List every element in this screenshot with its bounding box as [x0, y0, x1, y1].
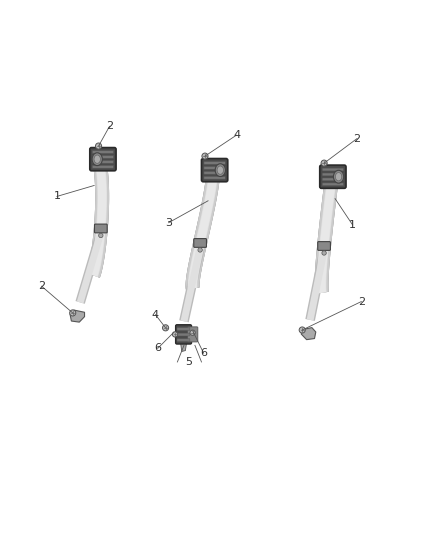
Circle shape	[198, 248, 202, 252]
Text: 6: 6	[154, 343, 161, 353]
Text: 6: 6	[200, 348, 207, 358]
FancyBboxPatch shape	[201, 158, 228, 182]
Text: 1: 1	[349, 220, 356, 230]
FancyBboxPatch shape	[177, 333, 190, 336]
FancyBboxPatch shape	[320, 165, 346, 188]
FancyBboxPatch shape	[194, 239, 206, 247]
FancyBboxPatch shape	[187, 327, 198, 342]
FancyBboxPatch shape	[204, 176, 225, 179]
FancyBboxPatch shape	[204, 166, 225, 169]
Circle shape	[321, 160, 327, 166]
FancyBboxPatch shape	[92, 150, 113, 154]
Circle shape	[95, 143, 102, 149]
Text: 2: 2	[358, 296, 365, 306]
FancyBboxPatch shape	[177, 338, 190, 342]
Circle shape	[173, 332, 178, 337]
Text: 3: 3	[165, 217, 172, 228]
Circle shape	[322, 251, 326, 255]
Circle shape	[190, 330, 195, 335]
FancyBboxPatch shape	[322, 173, 343, 176]
FancyBboxPatch shape	[318, 241, 330, 251]
FancyBboxPatch shape	[204, 161, 225, 164]
Text: 2: 2	[38, 281, 45, 291]
FancyBboxPatch shape	[322, 183, 343, 185]
Text: 2: 2	[353, 134, 360, 143]
Circle shape	[99, 233, 103, 238]
FancyBboxPatch shape	[204, 172, 225, 174]
Text: 1: 1	[53, 191, 60, 201]
Circle shape	[70, 310, 76, 316]
FancyBboxPatch shape	[177, 328, 190, 330]
FancyBboxPatch shape	[322, 178, 343, 181]
Polygon shape	[70, 310, 85, 322]
Ellipse shape	[217, 166, 223, 174]
Text: 4: 4	[233, 130, 240, 140]
Ellipse shape	[94, 155, 100, 163]
Text: 5: 5	[185, 357, 192, 367]
Circle shape	[162, 325, 169, 331]
Ellipse shape	[333, 171, 344, 183]
Circle shape	[202, 153, 208, 159]
Ellipse shape	[336, 173, 342, 181]
FancyBboxPatch shape	[322, 168, 343, 171]
FancyBboxPatch shape	[95, 224, 107, 233]
Circle shape	[299, 327, 305, 333]
Polygon shape	[180, 343, 187, 351]
Ellipse shape	[92, 153, 102, 166]
FancyBboxPatch shape	[90, 148, 116, 171]
Polygon shape	[301, 328, 316, 340]
Text: 4: 4	[152, 310, 159, 320]
FancyBboxPatch shape	[92, 156, 113, 158]
FancyBboxPatch shape	[92, 165, 113, 168]
Text: 2: 2	[106, 122, 113, 131]
FancyBboxPatch shape	[176, 325, 191, 344]
FancyBboxPatch shape	[92, 160, 113, 163]
Ellipse shape	[215, 164, 226, 176]
